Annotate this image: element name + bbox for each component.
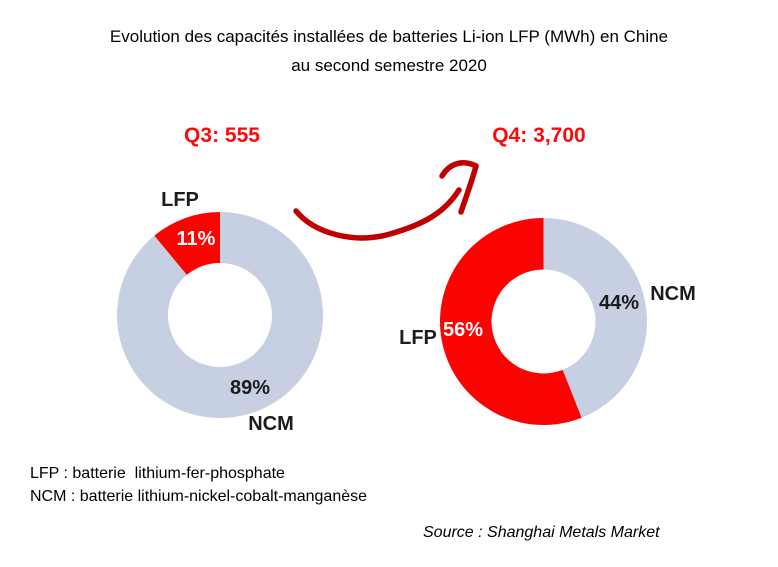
- q4-slice-ncm: [543, 218, 647, 418]
- q4-donut-chart: [439, 218, 647, 425]
- q3-total-label: Q3: 555: [184, 124, 260, 147]
- note-lfp-definition: LFP : batterie lithium-fer-phosphate: [30, 465, 285, 482]
- q4-lfp-percent-label: 56%: [442, 319, 484, 341]
- note-ncm-definition: NCM : batterie lithium-nickel-cobalt-man…: [30, 488, 368, 505]
- q4-total-label: Q4: 3,700: [492, 124, 586, 147]
- q3-lfp-label: LFP: [161, 189, 199, 211]
- q3-lfp-percent-label: 11%: [176, 228, 216, 250]
- q3-slice-ncm: [117, 212, 324, 418]
- q4-lfp-label: LFP: [399, 327, 437, 349]
- chart-title: Evolution des capacités installées de ba…: [0, 22, 778, 80]
- q4-slice-lfp: [439, 218, 582, 425]
- q3-ncm-label: NCM: [248, 413, 294, 435]
- q3-donut-chart: [117, 212, 324, 418]
- q3-ncm-percent-label: 89%: [229, 377, 271, 399]
- q4-ncm-label: NCM: [650, 283, 696, 305]
- source-credit: Source : Shanghai Metals Market: [423, 524, 660, 541]
- abbreviation-notes: LFP : batterie lithium-fer-phosphate NCM…: [30, 462, 367, 508]
- chart-title-line2: au second semestre 2020: [291, 56, 487, 75]
- chart-title-line1: Evolution des capacités installées de ba…: [109, 27, 669, 46]
- q4-ncm-percent-label: 44%: [598, 292, 640, 314]
- growth-arrow-icon: [293, 160, 479, 241]
- q3-slice-lfp: [154, 212, 220, 275]
